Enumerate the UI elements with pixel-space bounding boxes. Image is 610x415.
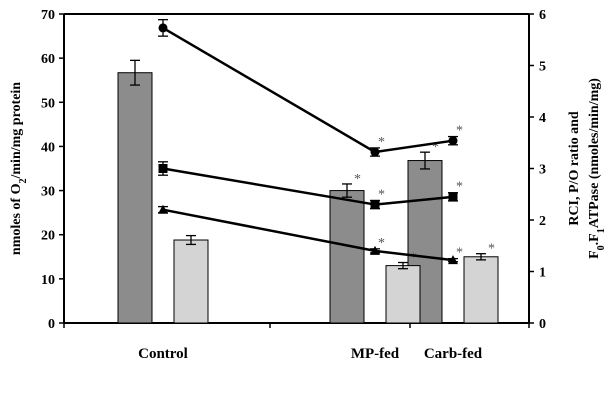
bar <box>173 239 209 324</box>
right-axis-title-part: ATPase (nmoles/min/mg) <box>587 78 602 229</box>
left-axis-title-part: 2 <box>18 179 29 184</box>
left-axis-title-part: nmoles of O <box>9 183 24 255</box>
significance-star: * <box>488 242 495 257</box>
category-label: Control <box>138 346 188 362</box>
series-line <box>162 26 454 154</box>
right-tick-label: 4 <box>539 111 546 126</box>
right-axis-title-line2: F0.F1ATPase (nmoles/min/mg) <box>587 78 607 259</box>
left-tick-label: 10 <box>41 273 55 288</box>
significance-star: * <box>354 172 361 187</box>
left-axis-title: nmoles of O2/min/mg protein <box>9 82 29 255</box>
right-tick-label: 3 <box>539 163 546 178</box>
left-tick-label: 30 <box>41 185 55 200</box>
data-point-triangle <box>158 204 168 214</box>
right-axis-title-part: .F <box>587 233 602 245</box>
right-tick-label: 1 <box>539 266 546 281</box>
left-tick-label: 40 <box>41 140 55 155</box>
right-axis-title-part: F <box>587 250 602 259</box>
left-axis-title-part: /min/mg protein <box>9 82 24 180</box>
bar <box>463 256 499 324</box>
significance-star: * <box>456 180 463 195</box>
bar <box>385 265 421 324</box>
left-tick-label: 50 <box>41 96 55 111</box>
data-point-triangle <box>448 255 458 265</box>
significance-star: * <box>410 251 417 266</box>
bar <box>329 190 365 324</box>
significance-star: * <box>378 135 385 150</box>
right-tick-label: 2 <box>539 214 546 229</box>
left-tick-label: 20 <box>41 229 55 244</box>
data-point-circle <box>370 147 380 157</box>
significance-star: * <box>456 246 463 261</box>
significance-star: * <box>378 187 385 202</box>
right-tick-label: 6 <box>539 8 546 23</box>
right-tick-label: 0 <box>539 317 546 332</box>
bar <box>117 72 153 324</box>
right-axis-title-part: 1 <box>596 228 607 233</box>
data-point-square <box>158 164 168 173</box>
data-point-circle <box>158 23 168 33</box>
left-tick-label: 70 <box>41 8 55 23</box>
right-axis-title-line1: RCI, P/O ratio and <box>567 111 582 226</box>
left-tick-label: 0 <box>48 317 55 332</box>
right-axis-title-part: 0 <box>596 245 607 250</box>
significance-star: * <box>378 236 385 251</box>
right-tick-label: 5 <box>539 60 546 75</box>
left-tick-label: 60 <box>41 52 55 67</box>
significance-star: * <box>456 124 463 139</box>
data-point-square <box>448 192 458 202</box>
significance-star: * <box>432 140 439 155</box>
data-point-circle <box>448 136 458 146</box>
data-point-triangle <box>370 245 380 255</box>
category-label: Carb-fed <box>424 346 483 362</box>
data-point-square <box>370 200 380 210</box>
category-label: MP-fed <box>351 346 400 362</box>
